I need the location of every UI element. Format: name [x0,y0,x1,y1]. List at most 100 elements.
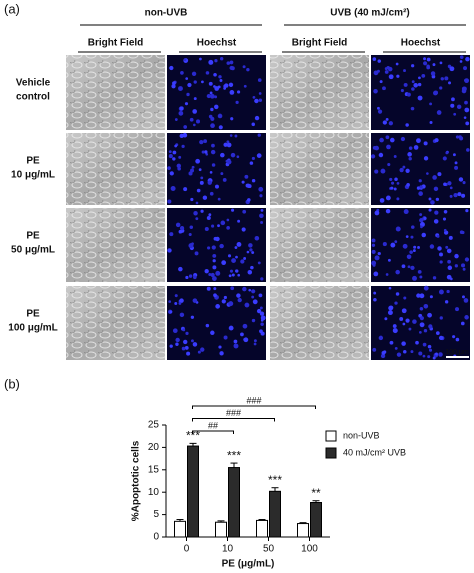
nucleus [377,109,383,114]
group-label: UVB (40 mJ/cm²) [330,8,409,19]
nucleus [382,242,387,247]
bar [310,502,322,538]
bar [256,519,268,538]
nucleus [412,319,417,324]
nucleus [386,65,390,70]
nucleus [443,182,447,186]
nucleus [439,252,443,257]
nucleus [214,95,218,99]
nucleus [242,209,247,214]
nucleus [437,246,442,251]
nucleus [410,265,415,270]
nucleus [229,269,234,273]
nucleus [459,60,463,63]
nucleus [215,304,221,309]
nucleus [396,197,400,201]
nucleus [410,235,414,239]
nucleus [379,137,384,143]
nucleus [188,171,193,176]
nucleus [223,295,227,300]
nucleus [423,285,429,291]
nucleus [186,351,191,356]
nucleus [259,194,263,198]
nucleus [395,269,400,275]
nucleus [408,146,413,150]
nucleus [247,198,251,202]
nucleus [459,230,464,234]
nucleus [209,171,213,174]
nucleus [254,235,260,241]
nucleus [393,187,397,191]
nucleus [243,84,247,88]
nucleus [410,106,415,111]
nucleus [455,337,460,342]
nucleus [170,186,176,192]
nucleus [385,208,391,214]
nucleus [373,70,379,76]
nucleus [233,339,238,344]
nucleus [402,243,408,249]
nucleus [434,210,439,215]
nucleus [432,175,437,180]
nucleus [444,300,449,304]
nucleus [429,295,433,299]
nucleus [423,141,428,146]
column-label: Hoechst [401,38,441,49]
nucleus [430,71,436,76]
hoechst-image [167,133,266,205]
nucleus [394,177,398,182]
nucleus [382,120,388,125]
nucleus [195,158,201,164]
nucleus [438,335,444,341]
nucleus [394,346,398,350]
nucleus [390,137,395,143]
nucleus [445,245,449,249]
row-label: 10 μg/mL [11,170,55,181]
bar [215,521,227,538]
nucleus [453,192,458,198]
nucleus [251,318,256,323]
nucleus [179,106,184,111]
nucleus [435,197,440,202]
nucleus [462,267,466,271]
nucleus [251,156,255,161]
nucleus [433,186,439,192]
nucleus [419,322,425,328]
nucleus [254,98,259,104]
legend-swatch [325,447,337,459]
panel-a: (a) non-UVB UVB (40 mJ/cm²) Bright Field Hoe… [4,1,470,360]
nucleus [201,150,205,154]
nucleus [183,125,188,129]
nucleus [237,90,241,94]
nucleus [172,150,177,155]
nucleus [204,150,208,154]
nucleus [258,92,262,95]
nucleus [259,311,265,316]
nucleus [191,339,194,343]
nucleus [260,220,264,224]
nucleus [372,145,377,150]
nucleus [222,178,227,182]
nucleus [408,157,412,161]
cell-texture [270,208,369,282]
nucleus [183,339,188,345]
nucleus [256,153,262,159]
nucleus [380,168,386,174]
nucleus [210,107,214,112]
legend-label: 40 mJ/cm² UVB [343,447,406,457]
nucleus [217,197,221,201]
comparison-label: ## [208,420,218,430]
nucleus [228,82,234,87]
nucleus [213,293,217,298]
nucleus [427,344,432,349]
nucleus [251,178,256,183]
nucleus [374,255,380,261]
nucleus [435,331,440,335]
nucleus [204,269,209,274]
nucleus [401,341,406,346]
nucleus [429,244,435,249]
nucleus [229,90,235,95]
nucleus [175,337,180,343]
nucleus [167,166,171,170]
nucleus [174,144,178,148]
